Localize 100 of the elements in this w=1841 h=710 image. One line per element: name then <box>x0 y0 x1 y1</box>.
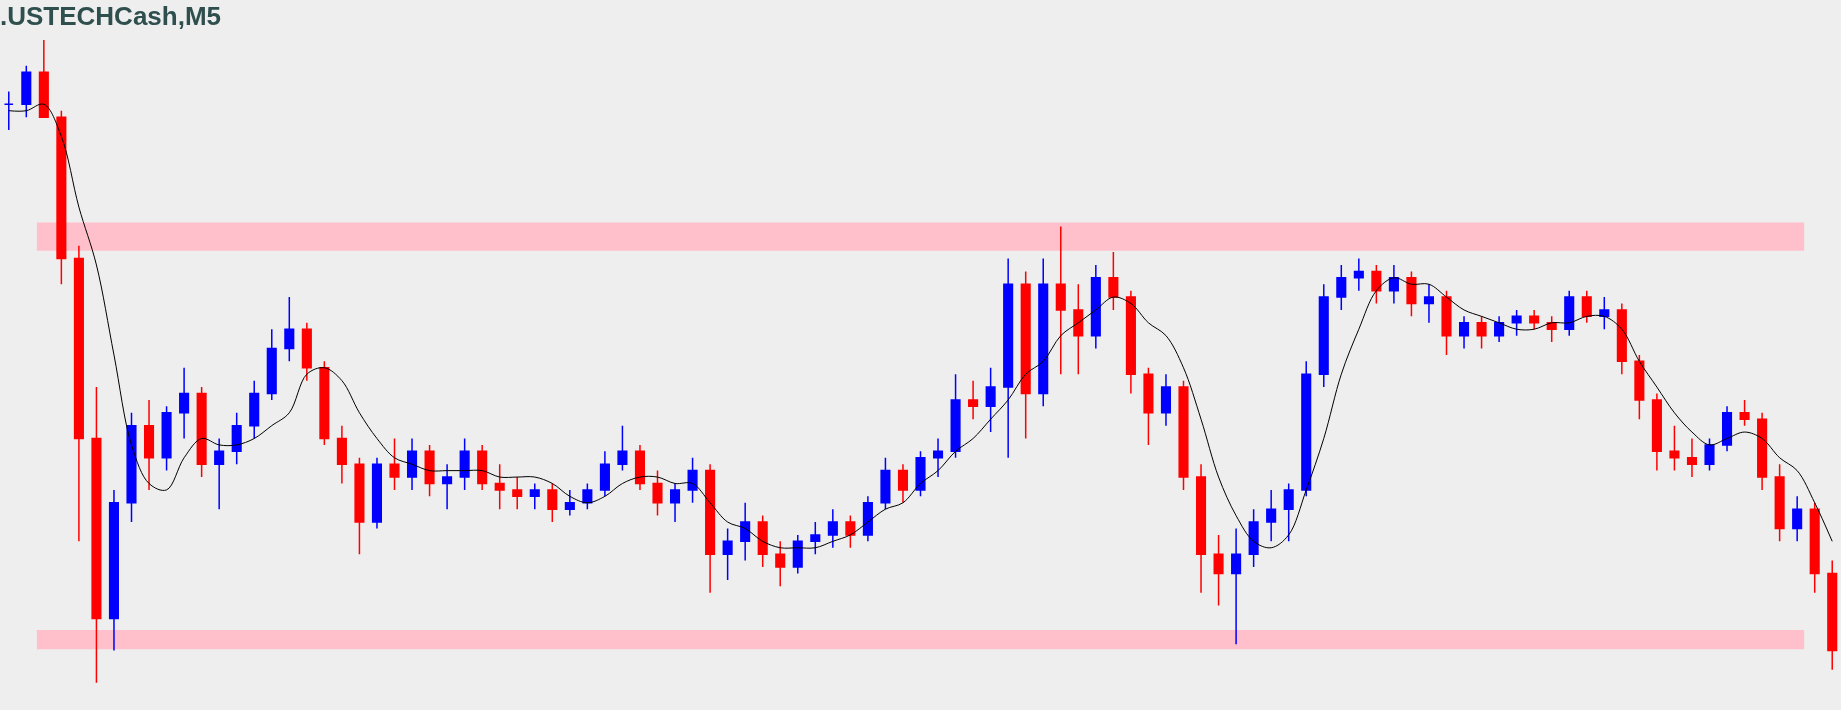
candlestick <box>792 534 803 575</box>
candlestick <box>897 463 909 504</box>
candlestick <box>1634 354 1645 420</box>
candlestick <box>1090 264 1101 350</box>
candlestick <box>1125 289 1136 395</box>
candlestick <box>196 386 207 478</box>
candlestick <box>1458 315 1470 350</box>
candlestick <box>231 412 242 465</box>
candlestick <box>1774 463 1785 543</box>
candlestick <box>73 244 84 543</box>
candlestick <box>1564 289 1575 337</box>
candlestick <box>1704 437 1715 472</box>
candlestick <box>1318 283 1329 388</box>
candlestick <box>1213 534 1224 607</box>
candlestick <box>1371 264 1382 305</box>
candlestick <box>371 457 383 530</box>
candlestick <box>1529 309 1540 330</box>
candlestick <box>1686 437 1698 478</box>
candlestick <box>354 457 365 555</box>
chart-title: .USTECHCash,M5 <box>0 1 222 32</box>
candlestick <box>1511 309 1522 337</box>
candlestick <box>1231 527 1242 645</box>
candlestick <box>1809 502 1820 594</box>
candlestick <box>845 514 856 549</box>
candlestick <box>1494 315 1505 343</box>
candlestick <box>494 463 505 510</box>
candlestick <box>389 437 400 491</box>
candlestick <box>1476 315 1487 350</box>
candlestick <box>1581 289 1592 324</box>
candlestick <box>1143 367 1154 446</box>
candlestick <box>1353 257 1364 292</box>
candlestick <box>1827 559 1838 671</box>
candlestick <box>1423 283 1435 324</box>
candlestick <box>459 437 470 491</box>
candlestick <box>599 450 610 498</box>
candlestick <box>1616 302 1627 375</box>
candlestick <box>336 424 347 485</box>
candlestick <box>757 514 768 568</box>
candlestick <box>1669 424 1680 472</box>
candlestick <box>1248 508 1259 568</box>
candlestick <box>652 469 663 517</box>
candlestick <box>1266 489 1277 543</box>
candlestick <box>932 437 944 478</box>
candlestick <box>3 90 14 131</box>
candlestick <box>1721 405 1733 453</box>
candlestick <box>705 463 716 594</box>
candlestick <box>1195 463 1207 594</box>
candlestick <box>1651 392 1662 472</box>
candlestick <box>442 463 453 510</box>
candlestick <box>284 296 295 363</box>
candlestick <box>1599 296 1610 330</box>
candlestick <box>547 482 558 523</box>
candlestick <box>249 379 260 440</box>
candlestick <box>143 399 155 491</box>
candlestick <box>687 457 698 504</box>
candlestick <box>1160 373 1172 427</box>
candlestick <box>424 444 435 498</box>
candlestick <box>862 495 873 543</box>
candlestick <box>477 444 488 491</box>
candlestick <box>669 482 681 523</box>
candlestick <box>1020 270 1031 440</box>
candlestick <box>21 64 32 118</box>
candlestick <box>1283 482 1294 543</box>
candlestick <box>214 437 225 510</box>
candlestick <box>512 476 523 510</box>
candlestick <box>179 367 190 440</box>
candlestick <box>161 405 172 472</box>
candlestick <box>915 450 926 498</box>
candlestick <box>91 386 102 684</box>
candlestick <box>1003 257 1014 459</box>
candlestick <box>38 40 49 118</box>
candlestick <box>56 109 67 285</box>
candlestick <box>1055 225 1066 375</box>
candlestick <box>740 502 751 562</box>
candlestick <box>985 367 996 433</box>
candlestick <box>880 457 891 510</box>
candlestick <box>1336 264 1347 311</box>
candlestick <box>1301 360 1312 498</box>
candlestick <box>301 322 312 382</box>
candlestick <box>266 328 277 401</box>
candlestick <box>968 379 979 420</box>
candlestick <box>1073 283 1084 375</box>
candlestick <box>1108 251 1119 311</box>
candlestick <box>529 482 540 510</box>
candlestick <box>319 360 330 446</box>
candlestick <box>810 521 821 555</box>
candlestick <box>108 489 120 652</box>
candlestick <box>1441 289 1452 356</box>
candlestick <box>634 444 646 491</box>
candlestick <box>582 482 593 510</box>
candlestick <box>406 437 418 491</box>
candlestick <box>1388 264 1399 305</box>
candlestick <box>1038 257 1049 408</box>
candlestick <box>1739 399 1750 427</box>
candlestick <box>950 373 961 459</box>
candlestick <box>126 412 137 523</box>
candlestick <box>827 508 838 549</box>
candlestick <box>617 424 628 472</box>
candlestick <box>564 489 575 517</box>
candlestick <box>1178 379 1189 491</box>
